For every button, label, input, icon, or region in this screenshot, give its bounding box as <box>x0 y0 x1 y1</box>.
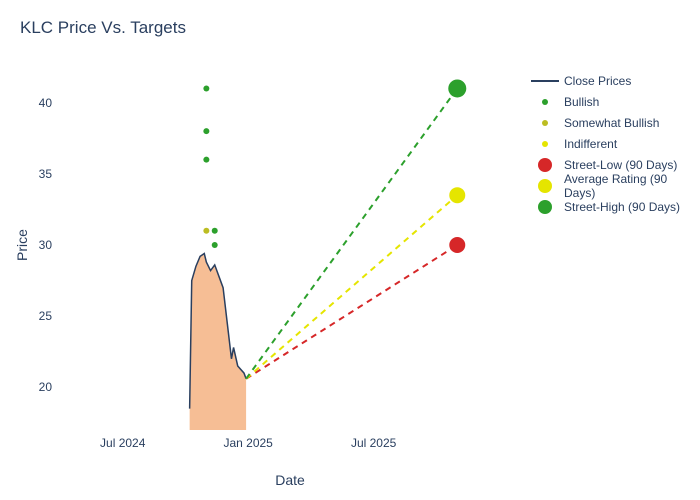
legend-swatch <box>530 200 560 214</box>
legend-item: Street-High (90 Days) <box>530 198 700 216</box>
legend-label: Street-Low (90 Days) <box>564 158 677 172</box>
scatter-point <box>212 242 218 248</box>
y-tick: 35 <box>39 167 52 181</box>
projection-marker-average_rating <box>449 187 465 203</box>
legend-dot-icon <box>542 141 548 147</box>
scatter-point <box>203 85 209 91</box>
legend-dot-icon <box>542 99 548 105</box>
legend-item: Somewhat Bullish <box>530 114 700 132</box>
legend-item: Indifferent <box>530 135 700 153</box>
legend-dot-icon <box>538 158 552 172</box>
y-tick: 30 <box>39 238 52 252</box>
plot-area: Jul 2024Jan 2025Jul 2025 2025303540 <box>60 60 520 430</box>
legend-swatch <box>530 74 560 88</box>
y-axis-label: Price <box>12 60 32 430</box>
projection-marker-street_low <box>449 237 465 253</box>
legend-dot-icon <box>538 200 552 214</box>
legend: Close Prices Bullish Somewhat Bullish Indif… <box>530 72 700 219</box>
scatter-point <box>203 128 209 134</box>
y-tick: 40 <box>39 96 52 110</box>
legend-dot-icon <box>542 120 548 126</box>
y-tick: 20 <box>39 380 52 394</box>
legend-swatch <box>530 116 560 130</box>
scatter-point <box>203 228 209 234</box>
legend-swatch <box>530 158 560 172</box>
projection-line-average_rating <box>246 195 457 379</box>
legend-item: Close Prices <box>530 72 700 90</box>
projection-line-street_low <box>246 245 457 379</box>
close-price-area <box>190 254 246 430</box>
projection-marker-street_high <box>448 79 466 97</box>
legend-label: Indifferent <box>564 137 617 151</box>
legend-label: Street-High (90 Days) <box>564 200 680 214</box>
legend-item: Average Rating (90 Days) <box>530 177 700 195</box>
legend-label: Average Rating (90 Days) <box>564 172 700 200</box>
scatter-point <box>203 157 209 163</box>
legend-label: Close Prices <box>564 74 631 88</box>
legend-label: Somewhat Bullish <box>564 116 659 130</box>
legend-label: Bullish <box>564 95 599 109</box>
x-tick: Jul 2024 <box>100 436 145 450</box>
projection-line-street_high <box>246 88 457 378</box>
legend-swatch <box>530 179 560 193</box>
x-tick: Jul 2025 <box>351 436 396 450</box>
legend-dot-icon <box>538 179 552 193</box>
legend-item: Bullish <box>530 93 700 111</box>
x-tick: Jan 2025 <box>223 436 272 450</box>
legend-swatch <box>530 95 560 109</box>
y-tick: 25 <box>39 309 52 323</box>
chart-title: KLC Price Vs. Targets <box>20 18 186 38</box>
plot-svg <box>60 60 520 430</box>
scatter-point <box>212 228 218 234</box>
legend-swatch <box>530 137 560 151</box>
x-axis-label: Date <box>60 472 520 488</box>
chart-container: KLC Price Vs. Targets Price Date Jul 202… <box>0 0 700 500</box>
legend-line-icon <box>531 80 559 82</box>
